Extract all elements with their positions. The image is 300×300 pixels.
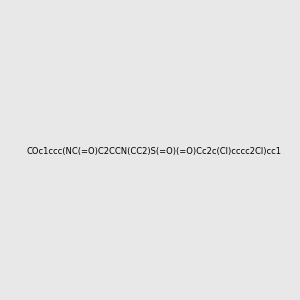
Text: COc1ccc(NC(=O)C2CCN(CC2)S(=O)(=O)Cc2c(Cl)cccc2Cl)cc1: COc1ccc(NC(=O)C2CCN(CC2)S(=O)(=O)Cc2c(Cl… <box>26 147 281 156</box>
